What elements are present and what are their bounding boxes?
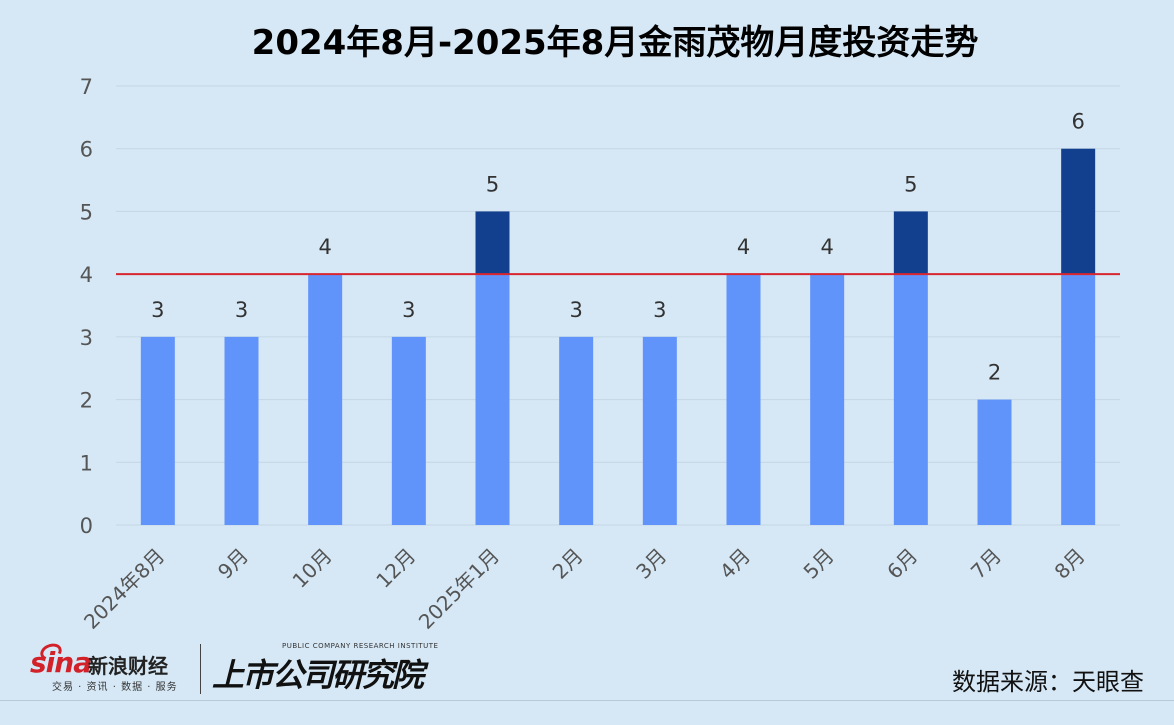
bar-1 [140, 336, 175, 525]
sina-logo-sub: 交易 · 资讯 · 数据 · 服务 [52, 682, 178, 693]
x-tick-label: 6月 [882, 544, 922, 584]
bar-7 [642, 336, 677, 525]
sina-logo-cn: 新浪财经 [88, 654, 168, 678]
data-label: 4 [737, 235, 750, 259]
bar-5-above-line [475, 211, 510, 275]
data-labels: 3 3 4 3 5 3 3 4 4 5 2 6 [151, 110, 1085, 385]
bars [140, 148, 1096, 525]
y-tick-label: 4 [80, 263, 93, 287]
x-tick-label: 2月 [548, 544, 588, 584]
y-tick-label: 6 [80, 138, 93, 162]
data-label: 3 [151, 298, 164, 322]
research-logo-cn: 上市公司研究院 [212, 656, 424, 694]
x-tick-label: 10月 [288, 544, 337, 593]
bar-11 [977, 399, 1012, 525]
bar-4 [391, 336, 426, 525]
data-label: 2 [988, 361, 1001, 385]
data-source: 数据来源：天眼查 [952, 668, 1144, 696]
bar-12 [1061, 274, 1096, 525]
x-tick-label: 8月 [1050, 544, 1090, 584]
data-label: 3 [569, 298, 582, 322]
sina-finance-logo: sina 新浪财经 交易 · 资讯 · 数据 · 服务 [30, 640, 190, 696]
data-label: 3 [653, 298, 666, 322]
y-tick-label: 7 [80, 75, 93, 99]
bar-chart: 2024年8月-2025年8月金雨茂物月度投资走势 0 1 2 3 4 5 6 7 3 3 4 3 5… [79, 23, 1120, 632]
bar-12-above-line [1061, 148, 1096, 275]
x-tick-label: 4月 [715, 544, 755, 584]
bar-9 [810, 274, 845, 525]
logo-divider [200, 644, 201, 694]
x-tick-label: 7月 [966, 544, 1006, 584]
x-tick-label: 9月 [213, 544, 253, 584]
bar-10 [893, 274, 928, 525]
data-label: 4 [318, 235, 331, 259]
data-label: 6 [1071, 110, 1084, 134]
y-tick-label: 3 [80, 326, 93, 350]
x-tick-label: 12月 [371, 544, 420, 593]
y-tick-label: 1 [80, 451, 93, 475]
y-tick-label: 0 [80, 514, 93, 538]
x-tick-label: 2025年1月 [414, 544, 504, 632]
x-tick-label: 2024年8月 [79, 544, 169, 632]
research-logo-en: PUBLIC COMPANY RESEARCH INSTITUTE [282, 642, 439, 650]
research-institute-logo: PUBLIC COMPANY RESEARCH INSTITUTE 上市公司研究… [212, 642, 442, 697]
data-label: 5 [904, 172, 917, 196]
data-label: 5 [486, 172, 499, 196]
x-tick-label: 3月 [631, 544, 671, 584]
footer: sina 新浪财经 交易 · 资讯 · 数据 · 服务 PUBLIC COMPA… [0, 632, 1174, 725]
grid-layer [116, 85, 1120, 526]
bar-8 [726, 274, 761, 525]
data-label: 4 [820, 235, 833, 259]
bottom-rule [0, 700, 1174, 701]
bar-6 [559, 336, 594, 525]
bar-10-above-line [893, 211, 928, 275]
data-label: 3 [235, 298, 248, 322]
bar-5 [475, 274, 510, 525]
y-tick-label: 2 [80, 389, 93, 413]
bar-3 [308, 274, 343, 525]
x-tick-label: 5月 [799, 544, 839, 584]
sina-logo-word: sina [30, 646, 92, 679]
bar-2 [224, 336, 259, 525]
y-axis-ticks: 0 1 2 3 4 5 6 7 [80, 75, 93, 538]
chart-title: 2024年8月-2025年8月金雨茂物月度投资走势 [252, 23, 979, 63]
data-label: 3 [402, 298, 415, 322]
y-tick-label: 5 [80, 200, 93, 224]
